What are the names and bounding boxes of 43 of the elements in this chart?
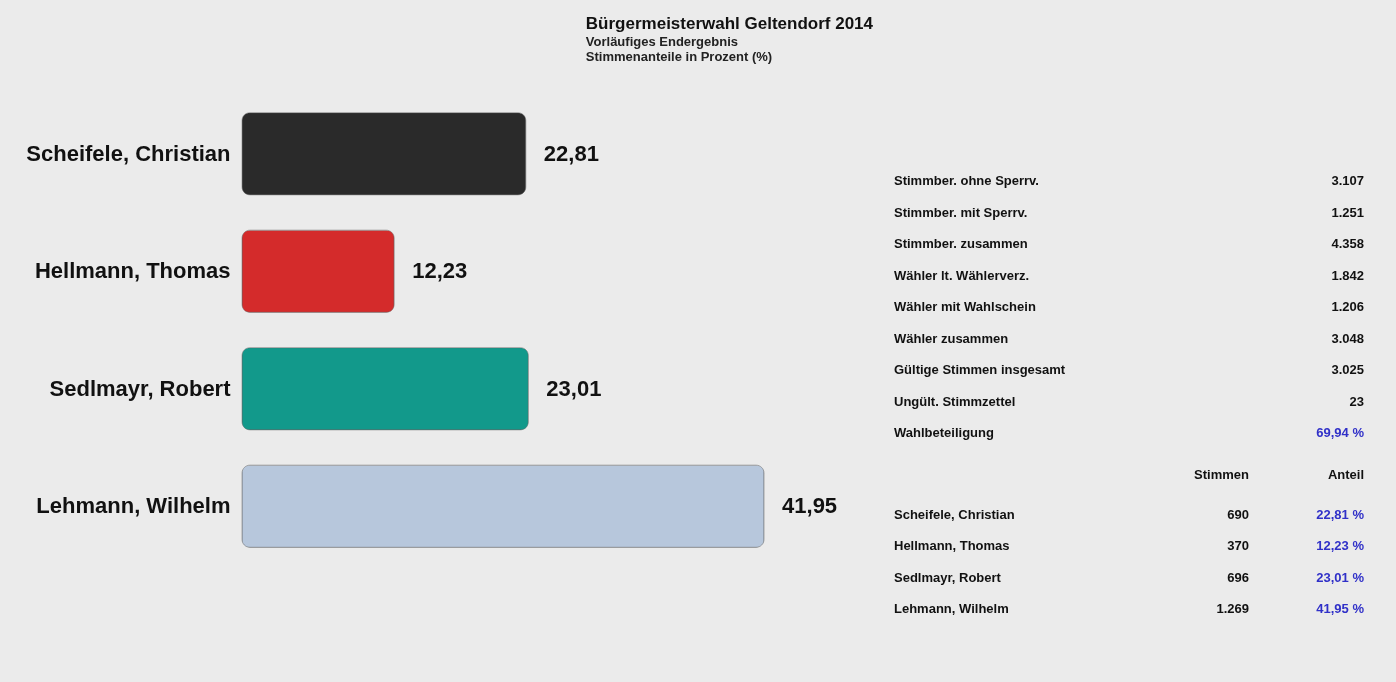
text: 4.358	[1331, 236, 1364, 251]
text: 370	[1227, 538, 1249, 553]
text: Sedlmayr, Robert	[894, 569, 1002, 585]
text: Wähler zusammen	[894, 330, 1009, 346]
text: Stimmber. ohne Sperrv.	[894, 173, 1039, 188]
text: Hellmann, Thomas	[894, 538, 1010, 553]
text: Wahlbeteiligung	[894, 425, 994, 440]
text: Anteil	[1327, 466, 1364, 482]
text: Stimmber. mit Sperrv.	[894, 204, 1028, 220]
text: 12,23 %	[1316, 538, 1365, 553]
text: 23	[1349, 393, 1364, 409]
text: 1.842	[1331, 267, 1364, 283]
y-tick-label: Lehmann, Wilhelm	[36, 493, 231, 519]
chart-title: Bürgermeisterwahl Geltendorf 2014	[585, 14, 874, 33]
text: 3.048	[1331, 330, 1364, 346]
text: Scheifele, Christian	[894, 506, 1015, 522]
text: Stimmber. zusammen	[894, 236, 1028, 251]
text: Wähler mit Wahlschein	[894, 299, 1036, 314]
text: Lehmann, Wilhelm	[894, 601, 1009, 616]
text: Stimmen	[1194, 466, 1250, 482]
text: 22,81 %	[1316, 506, 1365, 522]
data-label: 41,95	[782, 493, 838, 519]
data-label: 23,01	[546, 375, 602, 401]
data-label: 22,81	[543, 140, 599, 166]
text: 3.107	[1331, 173, 1364, 188]
data-label: 12,23	[412, 258, 468, 284]
text: 1.251	[1331, 204, 1364, 220]
chart-subtitle: Vorläufiges Endergebnis	[585, 34, 739, 49]
text: 1.269	[1216, 601, 1249, 616]
text: 69,94 %	[1316, 425, 1365, 440]
text: 23,01 %	[1316, 569, 1365, 585]
text: Wähler lt. Wählerverz.	[894, 267, 1030, 283]
text: 3.025	[1331, 362, 1364, 377]
text: 1.206	[1331, 299, 1364, 314]
text: 696	[1227, 569, 1249, 585]
y-tick-label: Hellmann, Thomas	[34, 258, 231, 284]
text: Ungült. Stimmzettel	[894, 393, 1016, 409]
y-tick-label: Scheifele, Christian	[26, 140, 231, 166]
text: 690	[1227, 506, 1249, 522]
text: Gültige Stimmen insgesamt	[894, 362, 1066, 377]
text: 41,95 %	[1316, 601, 1365, 616]
text: Stimmenanteile in Prozent (%)	[585, 49, 773, 64]
y-tick-label: Sedlmayr, Robert	[49, 375, 232, 401]
